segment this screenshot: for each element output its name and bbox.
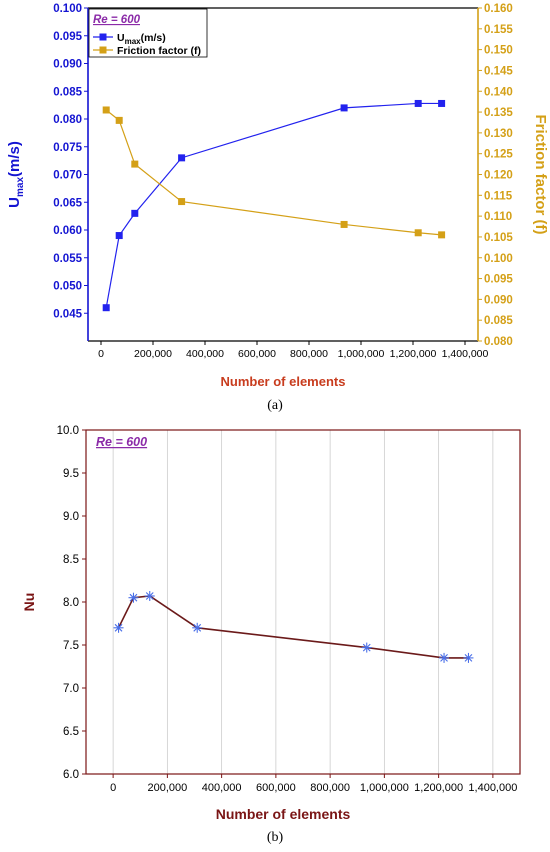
y2-tick-label: 0.115 bbox=[484, 190, 513, 202]
annotation-re: Re = 600 bbox=[93, 14, 141, 26]
series-line-1 bbox=[105, 109, 442, 236]
y2-tick-label: 0.155 bbox=[484, 24, 513, 36]
y-tick-label: 7.0 bbox=[63, 683, 79, 695]
y-tick-label: 0.065 bbox=[53, 197, 82, 209]
caption-b: (b) bbox=[266, 830, 284, 845]
x-tick-label: 600,000 bbox=[256, 782, 296, 794]
data-point bbox=[102, 106, 110, 114]
y-tick-label: 0.075 bbox=[53, 142, 82, 154]
data-point bbox=[414, 99, 422, 107]
legend-marker-umax bbox=[99, 33, 107, 41]
y-tick-label: 0.060 bbox=[53, 225, 82, 237]
data-point bbox=[361, 642, 372, 653]
legend-box bbox=[88, 8, 208, 58]
y2-tick-label: 0.090 bbox=[484, 294, 513, 306]
annotation-re: Re = 600 bbox=[96, 435, 147, 449]
data-point bbox=[414, 229, 422, 237]
x-axis-title: Number of elements bbox=[221, 374, 346, 389]
x-tick-label: 600,000 bbox=[238, 348, 276, 360]
y-tick-label: 0.070 bbox=[53, 170, 82, 182]
y-tick-label: 8.0 bbox=[63, 597, 79, 609]
y2-tick-label: 0.150 bbox=[484, 45, 513, 57]
y2-tick-label: 0.120 bbox=[484, 170, 513, 182]
data-point bbox=[192, 622, 203, 633]
y2-tick-label: 0.125 bbox=[484, 149, 513, 161]
plot-frame bbox=[85, 429, 521, 775]
y2-tick-label: 0.105 bbox=[484, 232, 513, 244]
data-point bbox=[463, 652, 474, 663]
y-tick-label: 6.5 bbox=[63, 726, 79, 738]
x-tick-label: 1,000,000 bbox=[338, 348, 385, 360]
x-tick-label: 1,400,000 bbox=[468, 782, 517, 794]
x-tick-label: 1,200,000 bbox=[414, 782, 463, 794]
x-tick-label: 0 bbox=[110, 782, 116, 794]
data-point bbox=[438, 231, 446, 239]
y2-tick-label: 0.085 bbox=[484, 315, 513, 327]
y-tick-label: 0.100 bbox=[53, 3, 82, 15]
x-tick-label: 1,200,000 bbox=[390, 348, 437, 360]
data-point bbox=[438, 99, 446, 107]
x-tick-label: 800,000 bbox=[290, 348, 328, 360]
chart-a: 0 200,000 400,000 600,000 800,000 1,000,000 1,… bbox=[6, 3, 549, 389]
y-tick-label: 9.0 bbox=[63, 511, 79, 523]
caption-a: (a) bbox=[267, 398, 283, 413]
y2-tick-label: 0.160 bbox=[484, 3, 513, 15]
y-axis-title: Umax(m/s) bbox=[6, 141, 26, 208]
data-point bbox=[178, 154, 186, 162]
y-axis-title: Nu bbox=[21, 593, 37, 612]
x-axis-title: Number of elements bbox=[216, 806, 351, 822]
y-tick-label: 0.090 bbox=[53, 59, 82, 71]
chart-b: 0 200,000 400,000 600,000 800,000 1,000,000 1,… bbox=[21, 425, 521, 822]
y-tick-label: 0.045 bbox=[53, 308, 82, 320]
data-point bbox=[113, 622, 124, 633]
y2-axis-title: Friction factor (f) bbox=[532, 115, 549, 235]
data-point bbox=[131, 209, 139, 217]
y2-tick-label: 0.110 bbox=[484, 211, 512, 223]
x-tick-label: 400,000 bbox=[186, 348, 224, 360]
y2-tick-label: 0.130 bbox=[484, 128, 513, 140]
x-tick-label: 800,000 bbox=[310, 782, 350, 794]
x-tick-label: 1,400,000 bbox=[442, 348, 489, 360]
data-point bbox=[128, 592, 139, 603]
x-tick-label: 0 bbox=[98, 348, 104, 360]
x-tick-label: 200,000 bbox=[134, 348, 172, 360]
data-point bbox=[144, 590, 155, 601]
y2-tick-label: 0.080 bbox=[484, 336, 513, 348]
x-tick-label: 200,000 bbox=[147, 782, 187, 794]
x-tick-label: 1,000,000 bbox=[360, 782, 409, 794]
y-tick-label: 0.085 bbox=[53, 86, 82, 98]
x-tick-label: 400,000 bbox=[202, 782, 242, 794]
y-tick-label: 0.095 bbox=[53, 31, 82, 43]
y-tick-label: 0.050 bbox=[53, 281, 82, 293]
y2-tick-label: 0.135 bbox=[484, 107, 513, 119]
legend-label-friction: Friction factor (f) bbox=[117, 45, 201, 57]
data-point bbox=[131, 160, 139, 168]
y-tick-label: 10.0 bbox=[57, 425, 79, 437]
y-tick-label: 7.5 bbox=[63, 640, 79, 652]
data-point bbox=[102, 304, 110, 312]
y-tick-label: 6.0 bbox=[63, 769, 79, 781]
data-point bbox=[340, 220, 348, 228]
data-point bbox=[439, 652, 450, 663]
y-tick-label: 8.5 bbox=[63, 554, 79, 566]
series-line bbox=[117, 595, 469, 659]
y2-tick-label: 0.145 bbox=[484, 65, 513, 77]
data-point bbox=[340, 104, 348, 112]
y2-tick-label: 0.100 bbox=[484, 253, 513, 265]
y-tick-label: 0.055 bbox=[53, 253, 82, 265]
y2-tick-label: 0.140 bbox=[484, 86, 513, 98]
y-tick-label: 0.080 bbox=[53, 114, 82, 126]
data-point bbox=[178, 198, 186, 206]
legend-marker-friction bbox=[99, 46, 107, 54]
y-tick-label: 9.5 bbox=[63, 468, 79, 480]
y2-tick-label: 0.095 bbox=[484, 274, 513, 286]
data-point bbox=[115, 232, 123, 240]
series-line-0 bbox=[105, 102, 442, 308]
legend-label-umax: Umax(m/s) bbox=[117, 32, 166, 46]
data-point bbox=[115, 116, 123, 124]
